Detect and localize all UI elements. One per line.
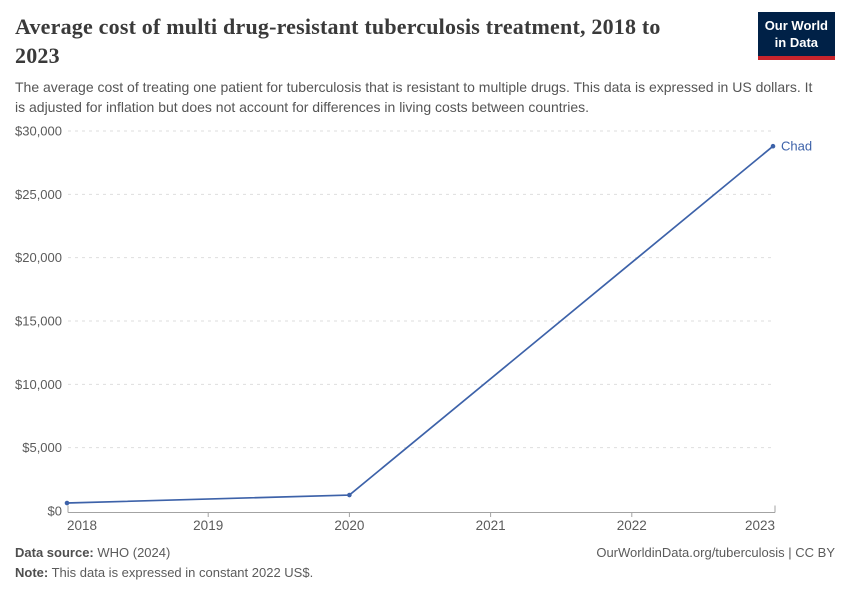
note-label: Note: [15, 565, 49, 580]
data-source-text: Data source: WHO (2024) [15, 543, 170, 563]
series-line [66, 145, 774, 504]
y-axis-tick-label: $0 [48, 504, 62, 519]
y-axis-tick-label: $25,000 [15, 187, 62, 202]
x-axis-tick-label: 2018 [67, 518, 97, 533]
data-source-value: WHO (2024) [93, 545, 171, 560]
note-text: Note: This data is expressed in constant… [15, 563, 313, 583]
y-axis-tick-label: $15,000 [15, 314, 62, 329]
x-axis-tick-label: 2020 [334, 518, 364, 533]
y-axis-tick-label: $20,000 [15, 250, 62, 265]
data-point-marker [64, 500, 70, 506]
y-axis-tick-label: $10,000 [15, 377, 62, 392]
chart-subtitle: The average cost of treating one patient… [15, 79, 813, 115]
x-axis-tick-label: 2019 [193, 518, 223, 533]
owid-license-link[interactable]: OurWorldinData.org/tuberculosis | CC BY [596, 545, 835, 560]
y-axis-tick-label: $30,000 [15, 124, 62, 139]
owid-logo-line2: in Data [774, 34, 819, 50]
data-source-label: Data source: [15, 545, 94, 560]
series-end-label: Chad [781, 139, 812, 154]
owid-logo-line1: Our World [764, 18, 828, 33]
chart-header: Average cost of multi drug-resistant tub… [15, 12, 835, 118]
footer-row-1: Data source: WHO (2024) OurWorldinData.o… [15, 543, 835, 563]
chart-title: Average cost of multi drug-resistant tub… [15, 14, 661, 69]
chart-footer: Data source: WHO (2024) OurWorldinData.o… [15, 543, 835, 583]
data-point-marker [770, 143, 776, 149]
x-axis-tick-label: 2021 [476, 518, 506, 533]
x-axis-tick-label: 2022 [617, 518, 647, 533]
line-chart: $0 $5,000 $10,000 $15,000 $20,000 $25,000 $30,… [15, 124, 812, 534]
data-point-marker [347, 492, 352, 498]
x-axis-tick-label: 2023 [745, 518, 775, 533]
footer-row-2: Note: This data is expressed in constant… [15, 563, 835, 583]
note-value: This data is expressed in constant 2022 … [48, 565, 314, 580]
owid-logo[interactable]: Our World in Data [757, 12, 835, 60]
y-axis-tick-label: $5,000 [22, 440, 62, 455]
